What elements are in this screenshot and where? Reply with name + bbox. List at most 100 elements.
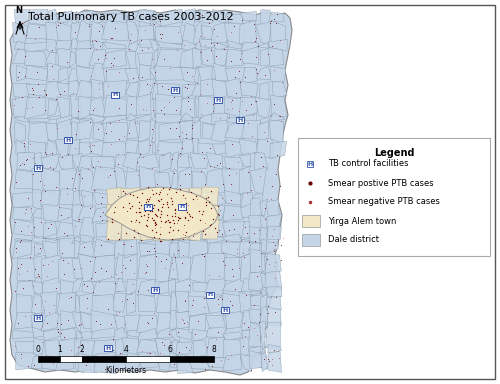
Point — [57, 330, 65, 336]
Point — [228, 98, 236, 104]
Point — [240, 320, 248, 326]
Point — [85, 23, 93, 30]
Point — [250, 325, 258, 331]
Point — [216, 115, 224, 121]
Point — [108, 273, 116, 280]
Point — [189, 297, 197, 303]
Point — [128, 13, 136, 20]
Point — [174, 214, 182, 220]
Point — [236, 56, 244, 62]
Point — [140, 27, 148, 33]
Point — [185, 347, 193, 353]
Point — [48, 76, 56, 83]
Point — [252, 66, 260, 72]
Point — [102, 218, 110, 224]
Point — [132, 209, 140, 215]
Point — [270, 101, 278, 107]
Point — [46, 164, 54, 170]
Point — [130, 227, 138, 233]
Point — [138, 190, 146, 196]
Point — [36, 178, 44, 184]
Point — [168, 200, 176, 207]
Point — [72, 358, 80, 364]
Point — [260, 129, 268, 135]
Point — [67, 347, 75, 353]
Point — [165, 186, 173, 192]
Point — [176, 185, 184, 192]
Point — [126, 243, 134, 249]
Point — [144, 184, 152, 190]
Point — [193, 357, 201, 363]
Point — [214, 203, 222, 209]
Point — [218, 195, 226, 201]
Point — [268, 361, 276, 367]
Point — [162, 218, 170, 224]
Point — [30, 244, 38, 250]
Point — [226, 298, 234, 304]
Point — [224, 356, 232, 362]
Point — [166, 331, 173, 337]
Point — [154, 180, 162, 187]
Point — [88, 204, 96, 210]
Point — [98, 194, 106, 200]
Point — [86, 205, 94, 211]
Point — [28, 85, 36, 91]
Point — [216, 160, 224, 166]
Point — [119, 241, 127, 247]
Point — [251, 28, 259, 34]
Point — [174, 329, 182, 335]
Point — [268, 43, 276, 49]
Point — [87, 73, 95, 79]
Point — [86, 45, 94, 51]
Point — [198, 251, 206, 257]
Point — [130, 234, 138, 240]
Point — [250, 150, 258, 156]
Point — [48, 360, 56, 366]
Point — [146, 196, 154, 202]
Point — [54, 22, 62, 28]
Point — [84, 166, 92, 172]
Point — [166, 223, 174, 230]
Point — [242, 107, 250, 113]
Text: H: H — [66, 137, 70, 142]
Point — [178, 252, 186, 258]
Point — [98, 242, 106, 248]
Point — [68, 293, 76, 300]
Point — [12, 218, 20, 225]
Point — [209, 101, 217, 107]
Point — [36, 273, 44, 279]
Point — [36, 245, 44, 251]
Point — [252, 273, 260, 279]
Point — [108, 219, 116, 225]
Point — [207, 188, 215, 194]
Point — [214, 296, 222, 302]
Point — [21, 53, 29, 59]
Point — [224, 115, 232, 121]
Point — [174, 227, 182, 233]
Point — [176, 150, 184, 156]
Point — [189, 233, 197, 239]
Point — [31, 36, 39, 42]
Point — [224, 172, 232, 178]
Point — [188, 73, 196, 79]
Point — [22, 206, 30, 212]
Point — [146, 248, 154, 254]
Text: H: H — [106, 346, 110, 351]
Point — [151, 220, 159, 226]
Point — [264, 303, 272, 310]
Point — [142, 203, 150, 209]
Text: H: H — [36, 316, 41, 321]
Text: 6: 6 — [168, 345, 172, 354]
Point — [228, 273, 236, 280]
Point — [266, 112, 274, 118]
Point — [102, 68, 110, 74]
Point — [175, 119, 183, 125]
Point — [264, 310, 272, 316]
Text: Kilometers: Kilometers — [106, 366, 146, 375]
Point — [240, 333, 248, 339]
Point — [78, 321, 86, 327]
Text: 0: 0 — [36, 345, 41, 354]
Point — [64, 151, 72, 157]
Point — [168, 260, 176, 266]
Text: Yirga Alem town: Yirga Alem town — [328, 217, 396, 225]
